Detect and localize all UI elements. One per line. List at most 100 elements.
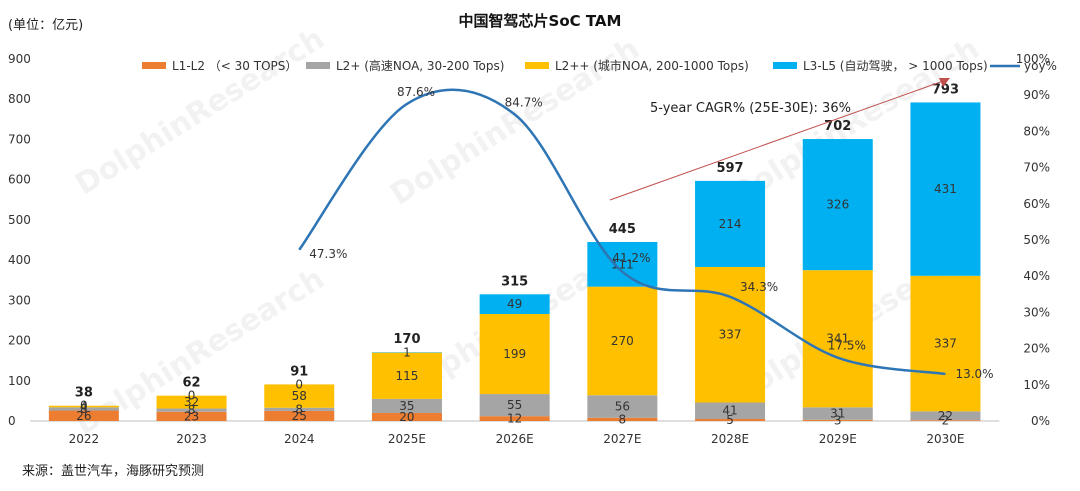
y2-tick-label: 10%	[1023, 378, 1050, 392]
y2-tick-label: 40%	[1023, 269, 1050, 283]
bar-segment	[910, 275, 981, 412]
yoy-point-label: 47.3%	[309, 247, 347, 261]
cagr-arrowhead	[939, 78, 950, 87]
legend-swatch	[142, 62, 166, 69]
bar-total-label: 315	[501, 274, 528, 289]
legend-label: L3-L5 (自动驾驶， > 1000 Tops)	[803, 58, 988, 73]
bar-total-label: 62	[183, 376, 201, 391]
bar-total-label: 170	[393, 332, 420, 347]
y-tick-label: 500	[8, 213, 31, 227]
bar-segment	[48, 410, 119, 421]
bar-value-label: 341	[826, 332, 849, 346]
y-tick-label: 200	[8, 334, 31, 348]
bar-value-label: 3	[834, 413, 842, 427]
y2-tick-label: 100%	[1016, 52, 1050, 66]
bar-value-label: 431	[934, 182, 957, 196]
yoy-point-label: 34.3%	[740, 280, 778, 294]
x-tick-label: 2026E	[496, 432, 534, 446]
y2-tick-label: 50%	[1023, 233, 1050, 247]
yoy-point-label: 17.5%	[828, 339, 866, 353]
yoy-point-label: 84.7%	[505, 95, 543, 109]
bar-segment	[156, 395, 227, 409]
bar-value-label: 270	[611, 334, 634, 348]
x-tick-label: 2030E	[926, 432, 964, 446]
bar-segment	[587, 417, 658, 421]
bar-segment	[587, 286, 658, 396]
y2-tick-label: 90%	[1023, 88, 1050, 102]
bar-value-label: 214	[719, 217, 742, 231]
y-tick-label: 300	[8, 293, 31, 307]
bar-segment	[802, 407, 873, 420]
bar-value-label: 41	[722, 404, 737, 418]
bar-total-label: 702	[824, 119, 851, 134]
bar-segment	[48, 407, 119, 411]
bar-segment	[695, 402, 766, 419]
bar-value-label: 12	[507, 412, 522, 426]
bar-value-label: 58	[292, 389, 307, 403]
y2-tick-label: 70%	[1023, 161, 1050, 175]
legend-label: L2+ (高速NOA, 30-200 Tops)	[336, 58, 504, 73]
unit-label: (单位：亿元)	[8, 18, 84, 33]
bar-value-label: 115	[395, 369, 418, 383]
bar-total-label: 597	[716, 161, 743, 176]
bar-value-label: 25	[292, 409, 307, 423]
bar-total-label: 793	[932, 82, 959, 97]
bar-segment	[156, 411, 227, 421]
y2-tick-label: 60%	[1023, 197, 1050, 211]
bar-value-label: 0	[188, 389, 196, 403]
bar-segment	[479, 314, 550, 395]
bar-value-label: 56	[615, 400, 630, 414]
y-tick-label: 600	[8, 173, 31, 187]
bar-value-label: 5	[726, 413, 734, 427]
bar-segment	[479, 394, 550, 417]
y-tick-label: 900	[8, 52, 31, 66]
yoy-point-label: 41.2%	[612, 251, 650, 265]
y-tick-label: 700	[8, 132, 31, 146]
y2-tick-label: 30%	[1023, 305, 1050, 319]
bar-segment	[479, 416, 550, 421]
bar-total-label: 38	[75, 386, 93, 401]
bar-value-label: 199	[503, 347, 526, 361]
bar-segment	[587, 242, 658, 287]
bar-segment	[264, 384, 335, 408]
bar-segment	[695, 418, 766, 421]
y2-tick-label: 80%	[1023, 124, 1050, 138]
bar-value-label: 26	[76, 409, 91, 423]
y-tick-label: 0	[8, 414, 16, 428]
y-tick-label: 100	[8, 374, 31, 388]
bar-segment	[48, 405, 119, 408]
bar-segment	[910, 411, 981, 421]
bar-value-label: 337	[719, 328, 742, 342]
y2-tick-label: 20%	[1023, 342, 1050, 356]
bar-total-label: 91	[290, 364, 308, 379]
x-tick-label: 2022	[69, 432, 100, 446]
watermark-text: DolphinResearch	[69, 21, 330, 202]
bar-value-label: 35	[399, 399, 414, 413]
bar-value-label: 4	[80, 400, 88, 414]
bar-segment	[264, 410, 335, 421]
bar-segment	[802, 419, 873, 421]
bar-value-label: 23	[184, 409, 199, 423]
yoy-line	[298, 88, 946, 376]
bar-value-label: 8	[295, 402, 303, 416]
bar-value-label: 31	[830, 407, 845, 421]
legend-label: yoy%	[1024, 59, 1057, 73]
x-tick-label: 2029E	[819, 432, 857, 446]
x-tick-label: 2028E	[711, 432, 749, 446]
bar-segment	[910, 420, 981, 421]
bar-value-label: 32	[184, 395, 199, 409]
cagr-annotation: 5-year CAGR% (25E-30E): 36%	[650, 101, 851, 116]
bar-value-label: 326	[826, 198, 849, 212]
x-tick-label: 2024	[284, 432, 315, 446]
bar-value-label: 49	[507, 297, 522, 311]
bar-segment	[264, 407, 335, 411]
bar-value-label: 0	[295, 377, 303, 391]
bar-value-label: 8	[80, 402, 88, 416]
bar-segment	[587, 395, 658, 418]
x-tick-label: 2023	[176, 432, 207, 446]
legend-swatch	[306, 62, 330, 69]
yoy-point-label: 13.0%	[955, 367, 993, 381]
legend-swatch	[525, 62, 549, 69]
bar-segment	[371, 412, 442, 421]
